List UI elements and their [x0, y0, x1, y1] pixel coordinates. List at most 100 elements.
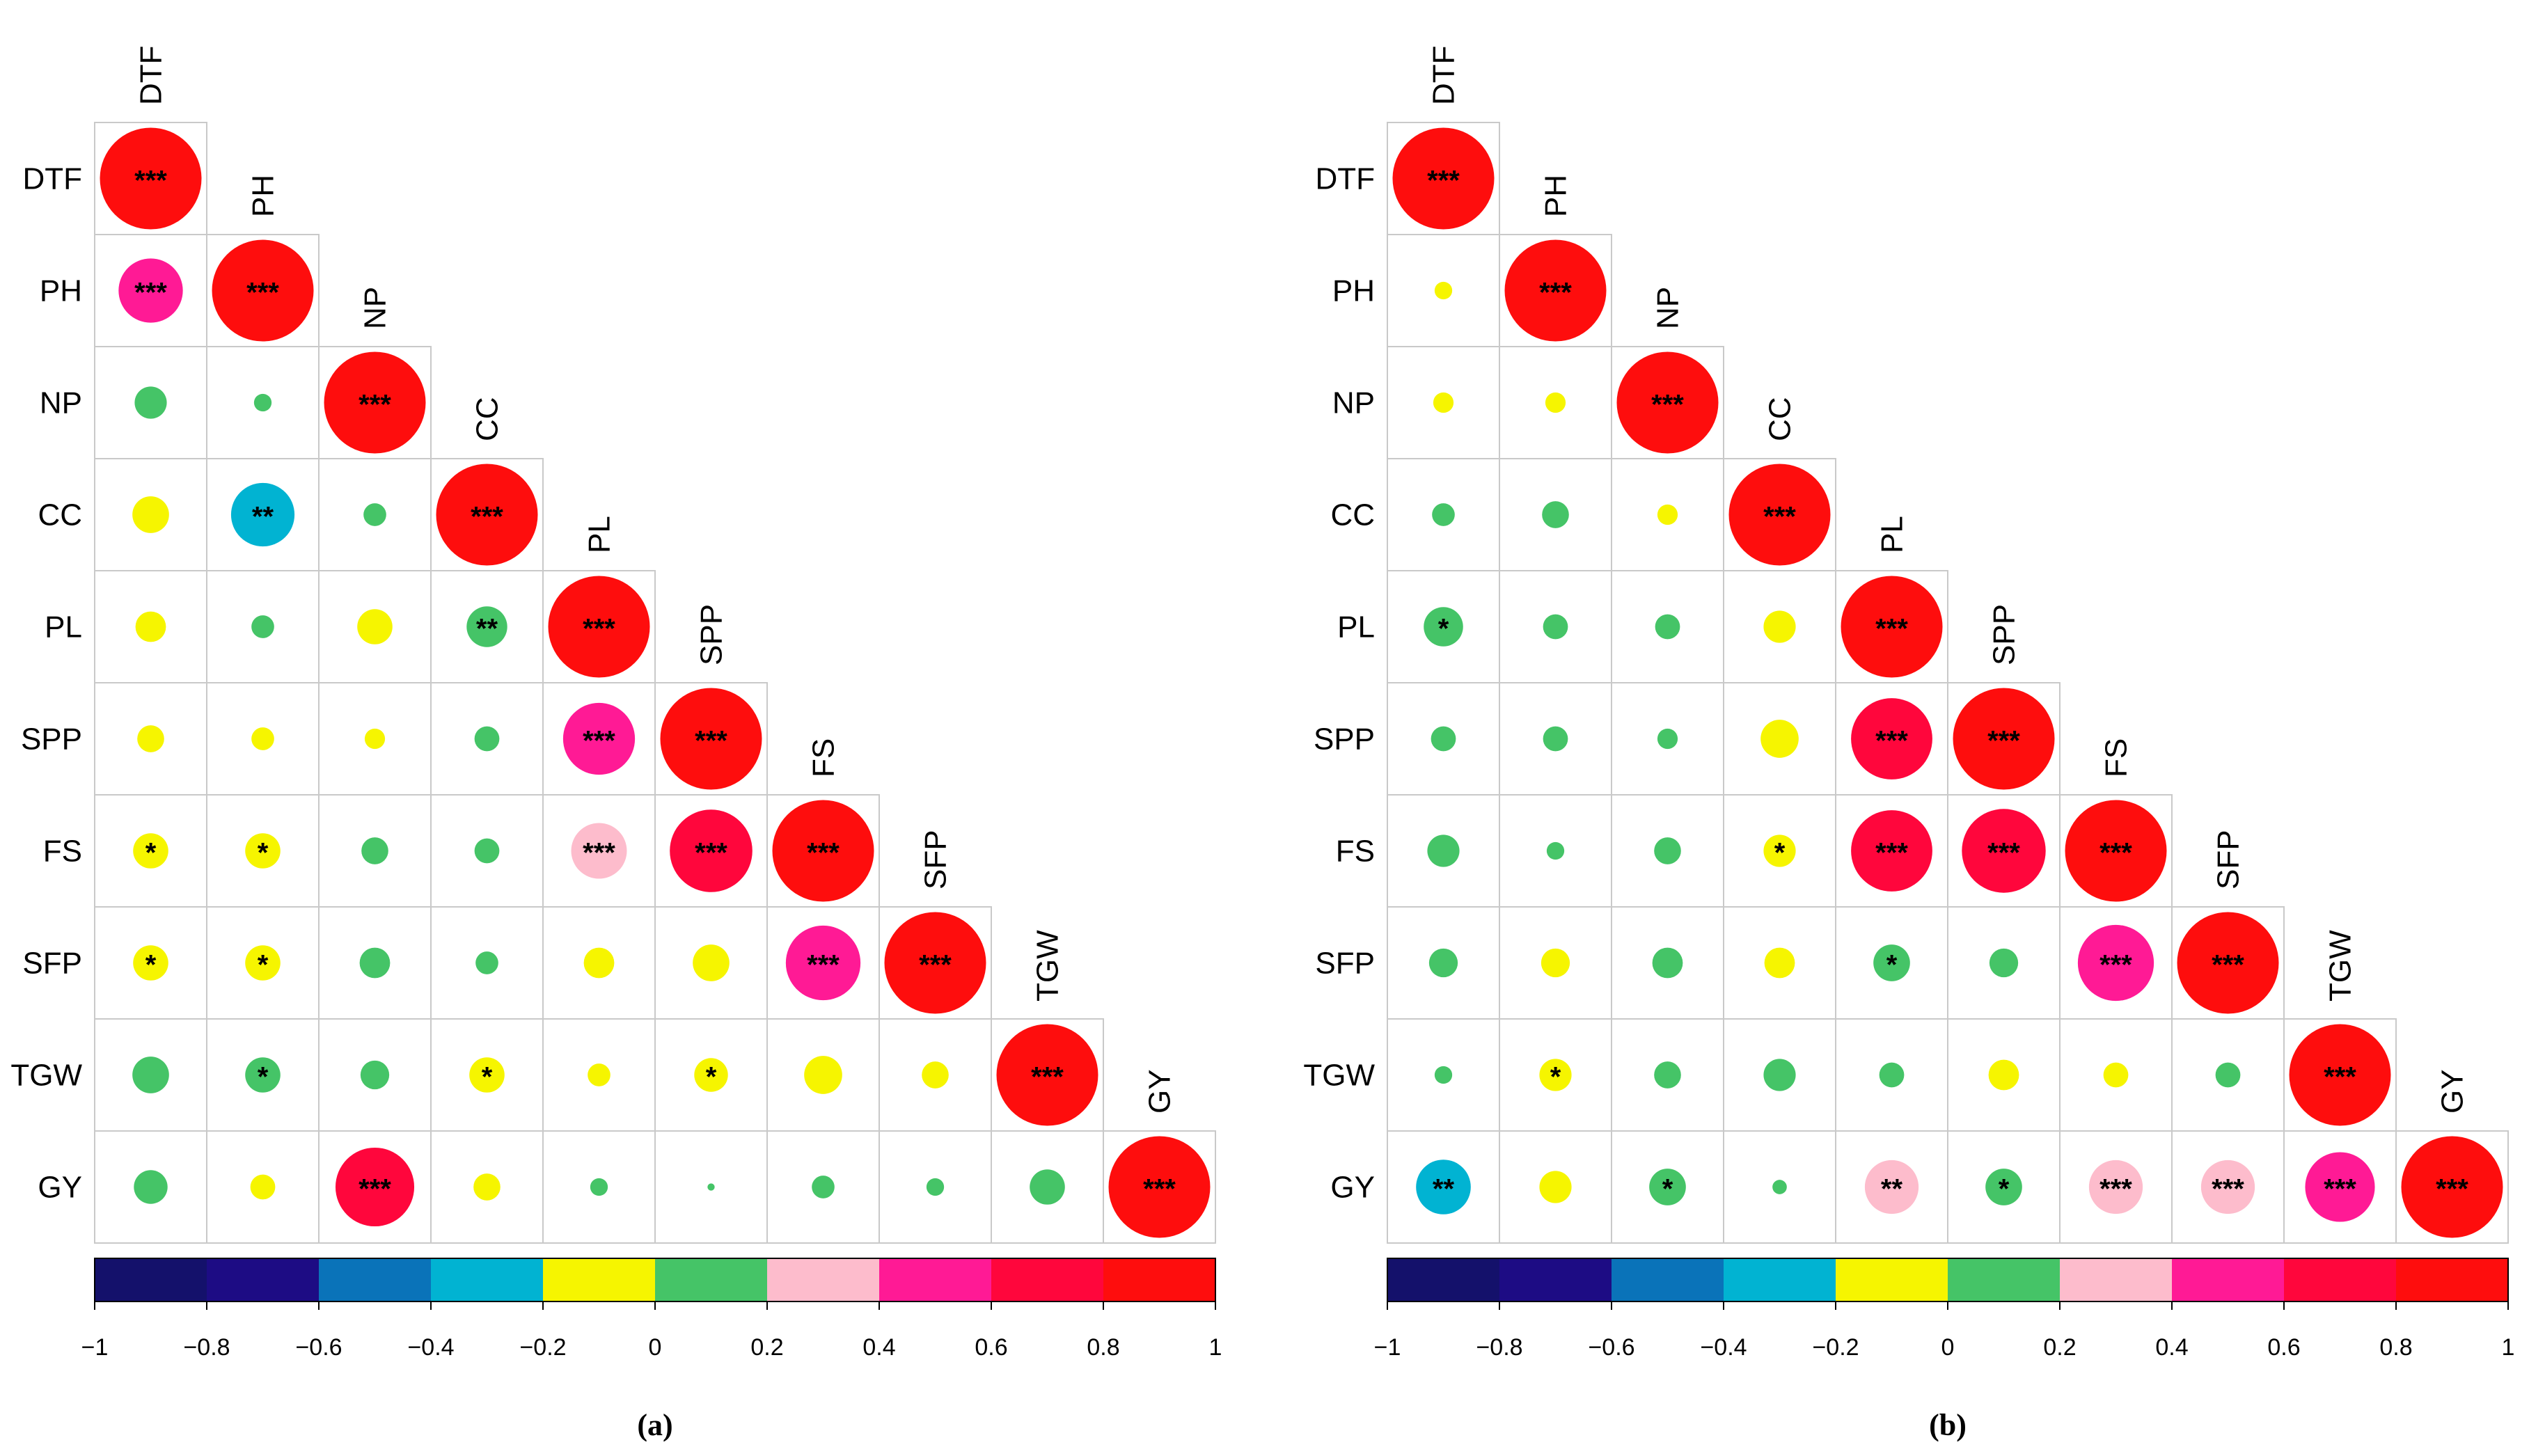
significance-mark: * [1662, 1174, 1673, 1205]
significance-mark: *** [471, 502, 503, 532]
row-label-tgw: TGW [1303, 1059, 1375, 1093]
column-label-pl: PL [1875, 516, 1909, 553]
correlation-circle-fs-pl [1851, 810, 1932, 892]
correlation-circle-fs-cc [474, 838, 500, 864]
significance-mark: *** [1987, 838, 2020, 869]
correlation-circle-gy-sfp [2200, 1160, 2255, 1214]
correlation-circle-sfp-np [1652, 947, 1683, 979]
correlation-circle-np-dtf [134, 386, 167, 419]
column-label-gy: GY [1143, 1069, 1177, 1114]
row-label-dtf: DTF [22, 162, 82, 196]
correlation-circle-gy-cc [1772, 1180, 1787, 1194]
significance-mark: *** [807, 950, 840, 981]
colorbar-segment [1724, 1258, 1836, 1301]
correlation-circle-cc-cc [1728, 464, 1831, 566]
correlation-circle-tgw-sfp [922, 1061, 949, 1089]
correlation-panel-a: ****** ******** ***** ****** **** * *** *** ****… [10, 45, 1222, 1361]
colorbar-tick-label: −0.6 [1588, 1334, 1634, 1361]
significance-mark: * [258, 838, 269, 869]
significance-mark: ** [252, 502, 274, 532]
significance-mark: * [145, 950, 157, 981]
correlation-circle-np-np [1616, 351, 1719, 454]
significance-mark: *** [695, 838, 727, 869]
column-label-spp: SPP [1987, 604, 2022, 665]
colorbar-segment [543, 1258, 655, 1301]
correlation-circle-ph-dtf [1434, 281, 1453, 300]
correlation-circle-cc-ph [230, 482, 295, 547]
row-label-gy: GY [1330, 1171, 1375, 1205]
correlation-circle-ph-ph [1504, 239, 1607, 342]
significance-mark: *** [1427, 166, 1460, 196]
correlation-circle-cc-dtf [1432, 503, 1455, 526]
column-label-tgw: TGW [2324, 930, 2358, 1002]
correlation-circle-sfp-ph [1541, 948, 1570, 978]
correlation-circle-fs-cc [1763, 834, 1796, 867]
column-label-tgw: TGW [1031, 930, 1065, 1002]
significance-mark: ** [1433, 1174, 1455, 1205]
significance-mark: *** [2324, 1062, 2356, 1093]
correlation-circle-fs-pl [571, 823, 627, 879]
colorbar-segment [431, 1258, 543, 1301]
correlation-circle-gy-np [335, 1147, 415, 1227]
correlation-circle-sfp-fs [2077, 924, 2154, 1002]
correlation-circle-sfp-ph [245, 945, 281, 981]
correlation-circle-tgw-pl [588, 1063, 610, 1086]
correlation-circle-spp-ph [1543, 726, 1568, 752]
correlation-circle-spp-pl [1851, 698, 1932, 780]
correlation-circle-sfp-sfp [2177, 912, 2279, 1014]
correlation-circle-fs-fs [2065, 800, 2167, 902]
correlation-circle-gy-pl [590, 1178, 608, 1196]
significance-mark: *** [2099, 1174, 2132, 1205]
correlation-circle-tgw-ph [245, 1057, 281, 1093]
correlation-circle-fs-fs [772, 800, 874, 902]
significance-mark: *** [1539, 278, 1572, 308]
row-label-pl: PL [45, 610, 82, 644]
significance-mark: *** [1031, 1062, 1064, 1093]
column-label-cc: CC [471, 397, 505, 441]
correlation-circle-gy-gy [1108, 1136, 1211, 1238]
colorbar-tick-label: 0.4 [862, 1334, 895, 1361]
correlation-circle-tgw-pl [1879, 1062, 1905, 1088]
row-label-cc: CC [38, 498, 82, 532]
correlation-circle-fs-spp [1962, 809, 2046, 893]
significance-mark: *** [2212, 950, 2244, 981]
correlation-circle-spp-np [1657, 728, 1678, 750]
correlation-circle-ph-ph [212, 239, 314, 342]
colorbar-tick-label: −0.4 [1700, 1334, 1747, 1361]
row-label-np: NP [40, 386, 82, 420]
significance-mark: * [258, 1062, 269, 1093]
colorbar-segment [207, 1258, 319, 1301]
significance-mark: *** [246, 278, 279, 308]
column-label-sfp: SFP [2212, 830, 2246, 889]
correlation-circle-gy-fs [2088, 1160, 2143, 1214]
correlation-circle-cc-ph [1542, 501, 1569, 528]
colorbar-segment [2284, 1258, 2396, 1301]
colorbar-segment [767, 1258, 879, 1301]
colorbar-tick-label: 0.8 [2379, 1334, 2412, 1361]
colorbar-segment [1499, 1258, 1612, 1301]
correlation-circle-sfp-cc [475, 951, 498, 974]
colorbar-segment [1836, 1258, 1948, 1301]
correlation-circle-gy-cc [473, 1173, 501, 1201]
column-label-fs: FS [2099, 738, 2134, 777]
correlation-circle-fs-ph [1546, 841, 1565, 860]
significance-mark: *** [583, 838, 615, 869]
correlation-circle-fs-np [361, 837, 388, 864]
correlation-circle-tgw-spp [694, 1058, 728, 1092]
grid-cell [318, 1018, 432, 1132]
colorbar-tick-label: 0 [649, 1334, 662, 1361]
correlation-circle-tgw-fs [804, 1056, 842, 1094]
significance-mark: * [1999, 1174, 2010, 1205]
row-label-sfp: SFP [22, 947, 82, 981]
colorbar-segment [991, 1258, 1103, 1301]
significance-mark: *** [359, 1174, 391, 1205]
correlation-circle-fs-ph [245, 833, 281, 869]
column-label-np: NP [359, 287, 393, 329]
significance-mark: ** [476, 614, 498, 644]
correlation-circle-gy-pl [1864, 1160, 1919, 1214]
correlation-circle-dtf-dtf [1392, 127, 1495, 230]
correlation-circle-sfp-cc [1764, 947, 1795, 979]
row-label-dtf: DTF [1315, 162, 1375, 196]
correlation-circle-spp-spp [1953, 688, 2055, 790]
significance-mark: *** [1651, 390, 1684, 420]
